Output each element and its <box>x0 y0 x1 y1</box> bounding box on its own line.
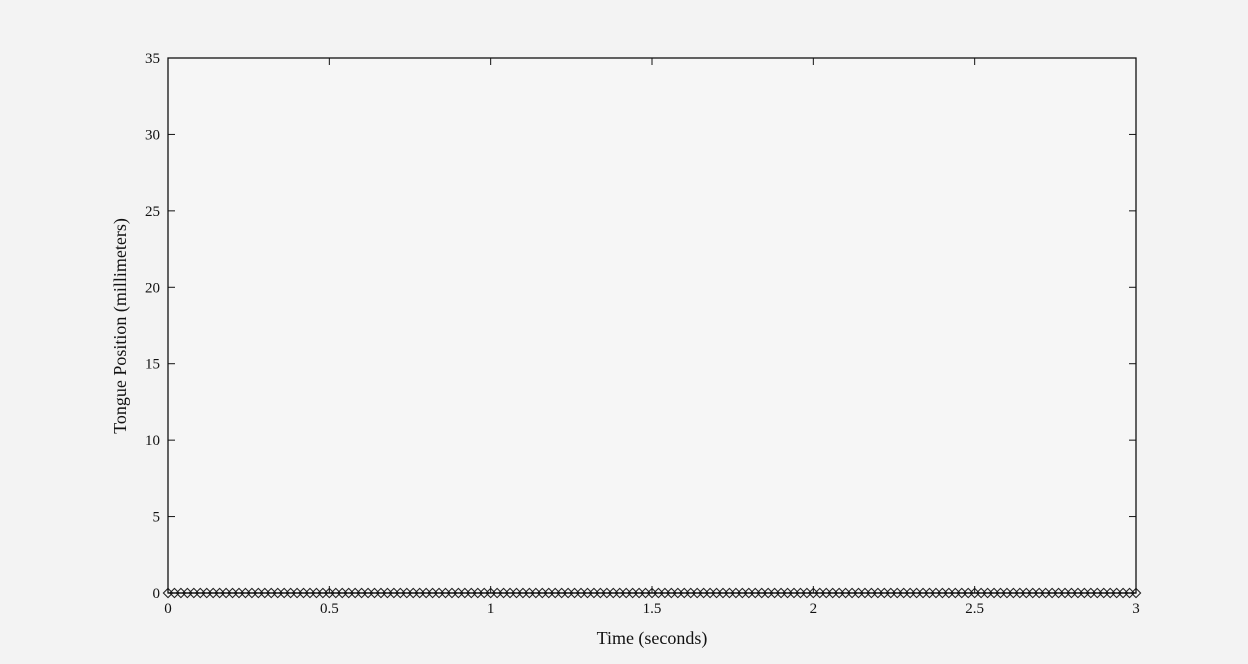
x-tick-label: 2 <box>810 601 818 617</box>
y-tick-label: 20 <box>145 280 160 296</box>
y-tick-label: 15 <box>145 357 160 373</box>
data-series <box>162 587 1142 599</box>
y-tick-label: 5 <box>153 510 161 526</box>
plot-frame <box>167 57 1137 594</box>
plot-area <box>168 58 1136 593</box>
y-tick-label: 25 <box>145 204 160 220</box>
x-axis-label: Time (seconds) <box>597 628 708 649</box>
y-axis-label: Tongue Position (millimeters) <box>110 218 131 434</box>
x-tick-label: 0.5 <box>320 601 339 617</box>
y-tick-label: 35 <box>145 51 160 67</box>
data-point-marker <box>1130 587 1142 599</box>
y-tick-label: 10 <box>145 433 160 449</box>
y-tick-label: 30 <box>145 127 160 143</box>
y-tick-label: 0 <box>153 586 161 602</box>
x-tick-label: 3 <box>1132 601 1140 617</box>
x-tick-label: 1 <box>487 601 495 617</box>
x-tick-label: 1.5 <box>643 601 662 617</box>
x-tick-label: 2.5 <box>965 601 984 617</box>
x-tick-label: 0 <box>164 601 172 617</box>
